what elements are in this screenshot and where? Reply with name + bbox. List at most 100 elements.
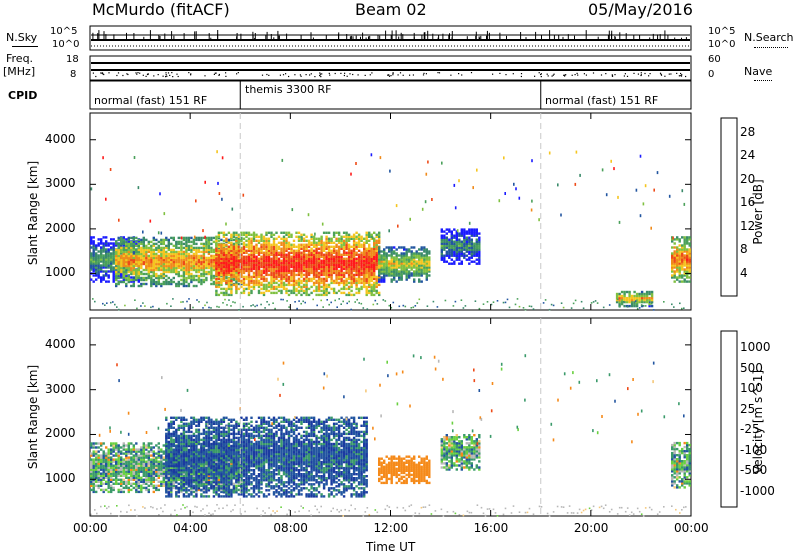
echo-cell xyxy=(373,245,376,248)
echo-cell xyxy=(347,235,351,238)
echo-cell xyxy=(683,250,686,253)
echo-cell xyxy=(247,287,251,291)
echo-cell xyxy=(398,264,401,267)
echo-cell xyxy=(370,251,373,254)
echo-cell xyxy=(215,283,218,287)
echo-cell xyxy=(357,261,361,264)
echo-cell xyxy=(357,291,361,295)
echo-cell xyxy=(160,462,163,465)
echo-cell xyxy=(317,251,321,254)
echo-cell xyxy=(650,304,654,308)
echo-cell xyxy=(137,270,140,274)
echo-cell xyxy=(262,239,266,242)
echo-cell xyxy=(167,474,170,477)
echo-cell xyxy=(107,280,110,283)
echo-cell xyxy=(350,245,353,248)
echo-cell xyxy=(95,456,98,459)
echo-cell xyxy=(215,263,218,266)
echo-cell xyxy=(115,262,118,266)
ground-scatter-cell xyxy=(384,300,387,302)
echo-cell xyxy=(307,241,311,244)
echo-cell xyxy=(368,239,371,242)
echo-cell xyxy=(242,271,246,275)
echo-cell xyxy=(167,260,170,264)
echo-cell xyxy=(312,283,316,287)
echo-cell xyxy=(162,254,165,258)
echo-cell xyxy=(453,240,456,243)
echo-cell xyxy=(270,269,273,273)
echo-cell xyxy=(317,259,321,262)
echo-cell xyxy=(267,259,271,262)
echo-cell xyxy=(102,276,105,279)
echo-cell xyxy=(105,468,108,471)
echo-cell xyxy=(365,247,368,250)
echo-cell xyxy=(620,294,624,298)
echo-cell xyxy=(117,458,120,461)
echo-cell xyxy=(127,252,130,256)
echo-cell xyxy=(277,267,281,271)
echo-cell xyxy=(285,243,288,246)
echo-cell xyxy=(335,243,338,246)
nave-dot xyxy=(147,73,149,75)
echo-cell xyxy=(305,287,308,291)
echo-cell xyxy=(192,262,196,266)
echo-cell xyxy=(140,462,143,465)
echo-cell xyxy=(150,478,153,481)
echo-cell xyxy=(257,275,261,279)
echo-cell xyxy=(410,246,413,249)
ground-scatter-cell xyxy=(294,301,296,303)
ground-scatter-cell xyxy=(328,303,330,306)
echo-cell xyxy=(235,239,238,242)
echo-cell xyxy=(207,248,211,252)
echo-cell xyxy=(352,265,356,269)
echo-cell xyxy=(428,260,431,263)
echo-cell xyxy=(360,287,363,291)
echo-cell xyxy=(277,261,281,264)
echo-cell xyxy=(473,250,476,253)
noise-cell xyxy=(472,186,474,190)
echo-cell xyxy=(272,271,276,275)
echo-cell xyxy=(182,256,186,260)
echo-cell xyxy=(100,458,103,461)
echo-cell xyxy=(332,251,336,254)
echo-cell xyxy=(242,267,246,271)
echo-cell xyxy=(458,234,461,237)
echo-cell xyxy=(453,254,456,257)
echo-cell xyxy=(683,274,686,277)
echo-cell xyxy=(150,282,153,286)
echo-cell xyxy=(232,265,236,269)
echo-cell xyxy=(155,276,158,280)
echo-cell xyxy=(325,291,328,295)
echo-cell xyxy=(230,247,233,250)
echo-cell xyxy=(155,254,158,258)
echo-cell xyxy=(312,239,316,242)
noise-cell xyxy=(498,199,501,203)
echo-cell xyxy=(230,235,233,238)
echo-cell xyxy=(395,268,398,271)
echo-cell xyxy=(182,262,186,266)
echo-cell xyxy=(220,231,223,234)
echo-cell xyxy=(182,474,186,477)
echo-cell xyxy=(102,460,105,463)
echo-cell xyxy=(232,259,236,262)
echo-cell xyxy=(127,452,130,455)
echo-cell xyxy=(107,462,110,465)
echo-cell xyxy=(385,268,388,271)
echo-cell xyxy=(105,252,108,255)
nave-dot xyxy=(116,74,118,77)
echo-cell xyxy=(280,265,283,269)
echo-cell xyxy=(277,257,281,260)
echo-cell xyxy=(352,235,356,238)
echo-cell xyxy=(132,446,135,449)
ground-scatter-cell xyxy=(94,300,96,303)
echo-cell xyxy=(235,243,238,246)
echo-cell xyxy=(117,490,120,494)
echo-cell xyxy=(678,252,681,255)
echo-cell xyxy=(322,263,326,266)
echo-cell xyxy=(160,448,163,451)
echo-cell xyxy=(205,236,208,240)
echo-cell xyxy=(165,252,168,256)
nave-dot xyxy=(188,72,190,74)
echo-cell xyxy=(115,268,118,271)
echo-cell xyxy=(453,228,456,231)
